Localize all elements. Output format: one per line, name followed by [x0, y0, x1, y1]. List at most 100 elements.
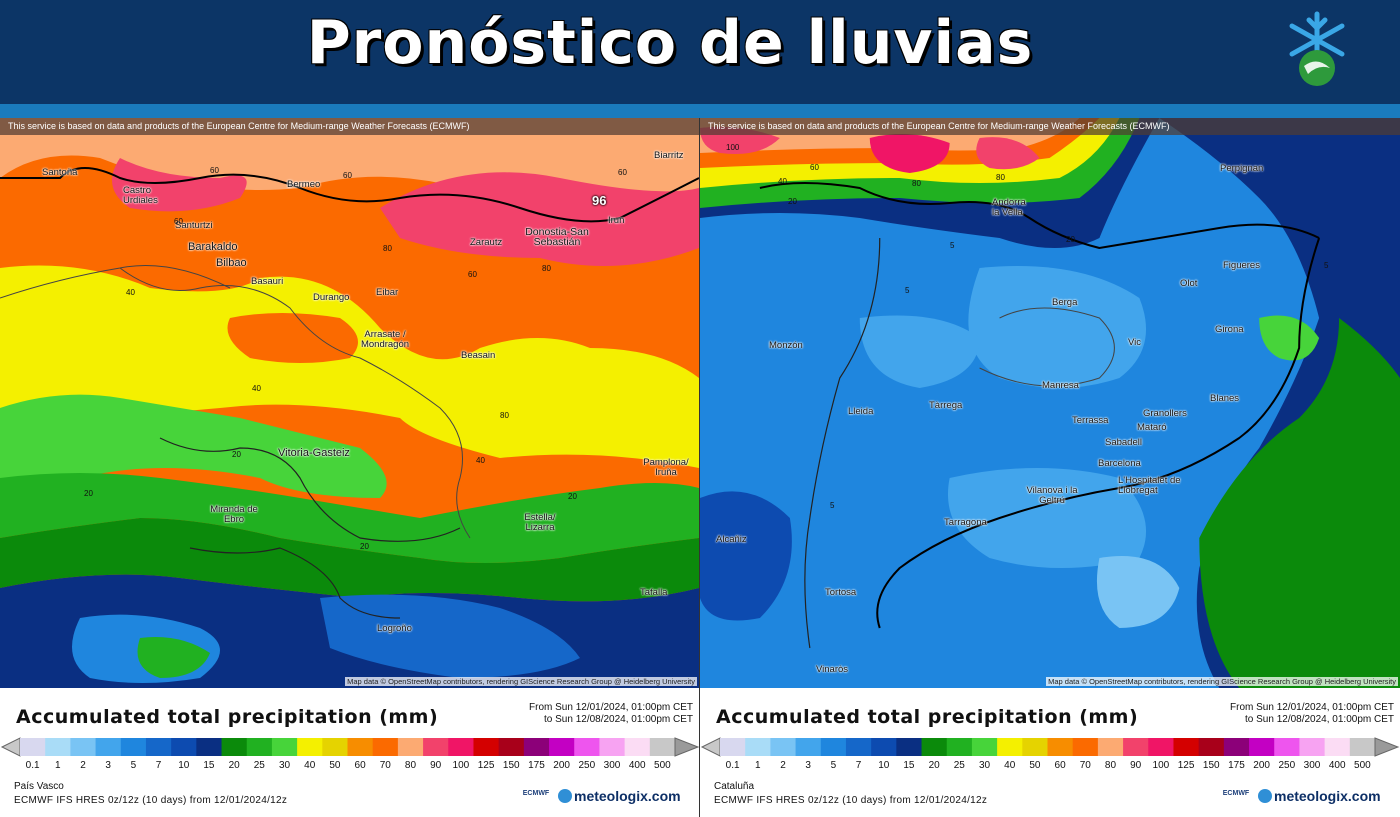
scale-tick-label: 150 [1202, 760, 1220, 771]
scale-tick-label: 70 [379, 760, 391, 771]
scale-tick-label: 150 [502, 760, 520, 771]
city-label: L'Hospitalet de Llobregat [1118, 475, 1181, 496]
scale-tick-label: 500 [1354, 760, 1371, 771]
scale-tick-label: 7 [155, 760, 162, 771]
city-label: Barcelona [1098, 458, 1141, 469]
scale-tick-label: 200 [1253, 760, 1270, 771]
isoline-label: 60 [618, 168, 627, 177]
scale-swatch [720, 738, 746, 756]
header-bar: Pronóstico de lluvias [0, 0, 1400, 104]
scale-swatch [372, 738, 399, 756]
city-label: Mataró [1137, 422, 1167, 433]
city-label: Lleida [848, 406, 874, 417]
scale-swatch [1249, 738, 1275, 756]
meteologix-text: meteologix.com [1274, 788, 1381, 804]
isoline-label: 80 [500, 411, 509, 420]
scale-tick-label: 30 [978, 760, 991, 771]
city-label: Tarragona [944, 517, 987, 528]
city-label: Bilbao [216, 257, 247, 269]
scale-swatch [820, 738, 847, 756]
scale-tick-label: 5 [830, 760, 837, 771]
scale-tick-label: 30 [278, 760, 291, 771]
city-label: Manresa [1042, 380, 1079, 391]
legend-left: Accumulated total precipitation (mm) Fro… [0, 696, 700, 817]
scale-tick-label: 300 [603, 760, 621, 771]
isoline-label: 40 [476, 456, 485, 465]
scale-tick-label: 175 [1228, 760, 1245, 771]
scale-swatch [599, 738, 626, 756]
scale-swatch [1072, 738, 1099, 756]
meteologix-globe-icon [558, 789, 572, 803]
scale-tick-label: 3 [805, 760, 811, 771]
scale-tick-label: 175 [528, 760, 545, 771]
map-credit: Map data © OpenStreetMap contributors, r… [1046, 677, 1398, 686]
scale-arrow-left [0, 737, 21, 757]
precipitation-map-pais-vasco[interactable]: This service is based on data and produc… [0, 118, 699, 688]
city-label: Barakaldo [188, 241, 238, 253]
scale-tick-label: 50 [329, 760, 341, 771]
period-to: to Sun 12/08/2024, 01:00pm CET [544, 714, 693, 725]
scale-swatch [322, 738, 348, 756]
color-scale-bar [700, 737, 1400, 757]
city-label: Irun [608, 215, 625, 226]
scale-swatch [971, 738, 998, 756]
city-label: Durango [313, 292, 350, 303]
city-label: Vilanova i la Geltrú [1026, 485, 1078, 506]
scale-swatch [523, 738, 550, 756]
scale-swatch [145, 738, 172, 756]
scale-tick-label: 50 [1029, 760, 1041, 771]
ecmwf-logo: ECMWF [1222, 790, 1250, 797]
scale-swatch [1047, 738, 1074, 756]
period-from: From Sun 12/01/2024, 01:00pm CET [529, 702, 693, 713]
city-label: Santoña [42, 167, 78, 178]
legend-title: Accumulated total precipitation (mm) [716, 706, 1139, 728]
legend-title: Accumulated total precipitation (mm) [16, 706, 439, 728]
scale-tick-label: 70 [1079, 760, 1091, 771]
scale-tick-label: 100 [452, 760, 470, 771]
scale-swatch [896, 738, 923, 756]
city-label: Arrasate / Mondragón [360, 329, 410, 350]
scale-arrow-left [700, 737, 721, 757]
region-label: País Vasco [14, 781, 64, 792]
color-scale-ticks: 0.1 1 2 3 5 7 10 15 20 25 30 40 50 60 70 80 90 100 125 150 1… [0, 760, 700, 774]
meteologix-logo[interactable]: meteologix.com [558, 788, 681, 804]
scale-swatch [1198, 738, 1225, 756]
city-label: Granollers [1143, 408, 1187, 419]
precipitation-map-cataluna[interactable]: This service is based on data and produc… [700, 118, 1400, 688]
isoline-label: 40 [778, 177, 787, 186]
city-label: Berga [1052, 297, 1078, 308]
city-label: Zarautz [470, 237, 503, 248]
isoline-label: 20 [568, 492, 577, 501]
scale-tick-label: 500 [654, 760, 671, 771]
scale-tick-label: 7 [855, 760, 862, 771]
model-info: ECMWF IFS HRES 0z/12z (10 days) from 12/… [714, 795, 988, 806]
scale-swatch [770, 738, 797, 756]
scale-swatch [1123, 738, 1149, 756]
scale-swatch [549, 738, 575, 756]
scale-tick-label: 2 [80, 760, 86, 771]
scale-swatch [745, 738, 771, 756]
scale-tick-label: 10 [878, 760, 890, 771]
scale-swatch [1097, 738, 1124, 756]
scale-swatch [221, 738, 248, 756]
scale-swatch [196, 738, 223, 756]
scale-swatch [574, 738, 600, 756]
city-label: Tortosa [825, 587, 857, 598]
meteologix-logo[interactable]: meteologix.com [1258, 788, 1381, 804]
meteologix-text: meteologix.com [574, 788, 681, 804]
scale-swatch [624, 738, 651, 756]
scale-swatch [473, 738, 500, 756]
city-label: Blanes [1210, 393, 1240, 404]
city-label: Bermeo [287, 179, 321, 190]
city-label: Tafalla [640, 587, 668, 598]
scale-swatch [171, 738, 197, 756]
scale-tick-label: 80 [404, 760, 417, 771]
scale-tick-label: 100 [1152, 760, 1170, 771]
map-canvas-right [700, 118, 1400, 688]
ecmwf-notice: This service is based on data and produc… [0, 118, 699, 135]
scale-tick-label: 25 [253, 760, 265, 771]
city-label: Vic [1128, 337, 1142, 348]
isoline-label: 5 [950, 241, 955, 250]
scale-tick-label: 125 [477, 760, 495, 771]
isoline-label: 20 [1066, 235, 1075, 244]
